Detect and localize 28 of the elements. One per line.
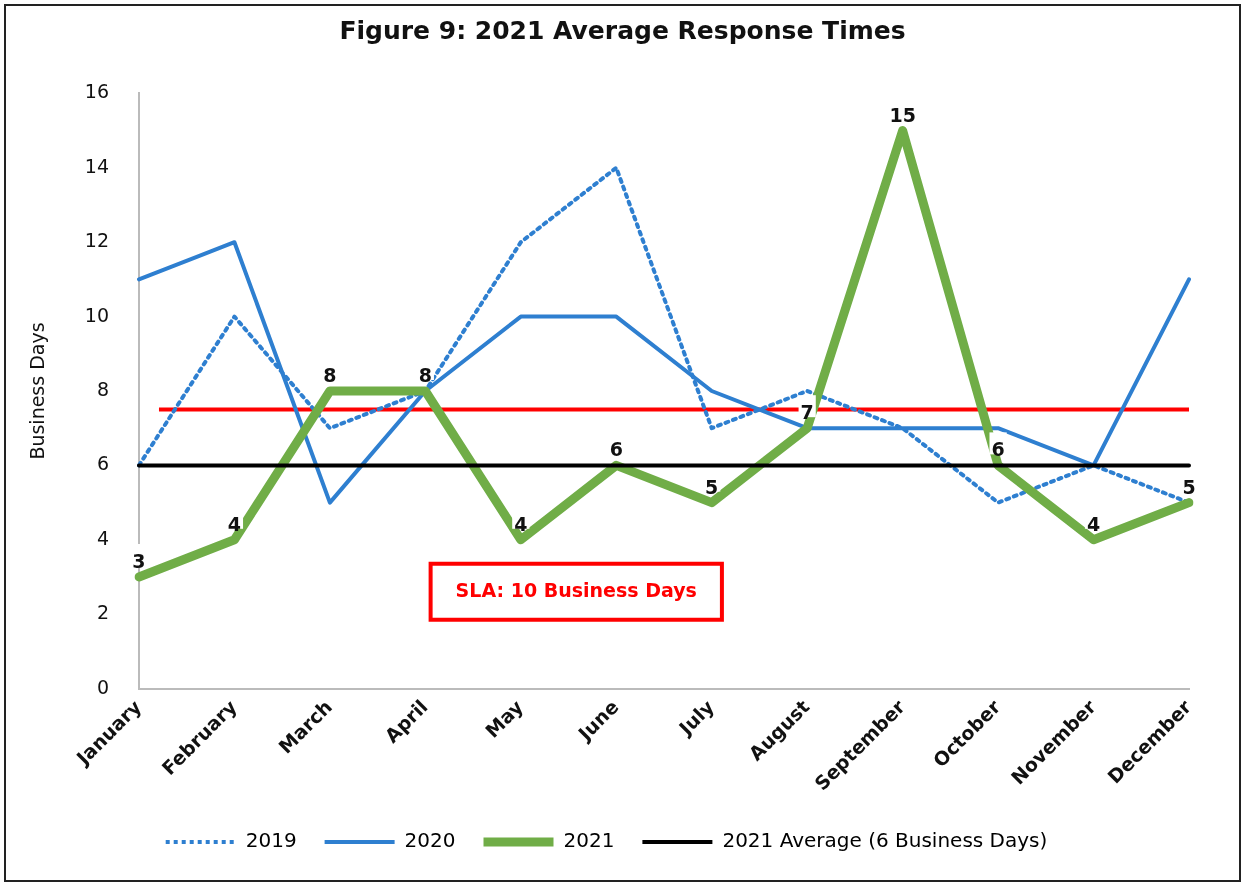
legend-label: 2019: [245, 828, 297, 853]
legend-label: 2021: [563, 828, 615, 853]
data-label: 15: [889, 103, 916, 126]
data-label: 7: [800, 401, 814, 424]
y-tick-label: 2: [96, 601, 109, 624]
legend-label: 2020: [404, 828, 456, 853]
chart-title: Figure 9: 2021 Average Response Times: [338, 16, 907, 45]
data-label: 8: [323, 363, 337, 386]
y-tick-label: 6: [96, 452, 109, 475]
y-axis-title: Business Days: [26, 322, 49, 460]
y-tick-label: 10: [84, 303, 109, 326]
legend-label: 2021 Average (6 Business Days): [722, 828, 1048, 853]
data-label: 5: [1182, 475, 1196, 498]
y-tick-label: 8: [96, 377, 109, 400]
data-label: 4: [227, 512, 242, 535]
y-tick-label: 12: [84, 229, 109, 252]
y-tick-label: 14: [84, 154, 109, 177]
data-label: 4: [1086, 512, 1101, 535]
y-tick-label: 16: [84, 80, 109, 103]
annotation: SLA: 10 Business Days: [455, 578, 697, 601]
data-label: 6: [609, 438, 623, 461]
y-tick-label: 4: [96, 526, 109, 549]
data-label: 8: [418, 363, 432, 386]
data-label: 6: [991, 438, 1005, 461]
y-tick-label: 0: [96, 675, 109, 698]
data-label: 4: [514, 512, 528, 535]
data-label: 3: [132, 549, 146, 572]
data-label: 5: [705, 475, 719, 498]
